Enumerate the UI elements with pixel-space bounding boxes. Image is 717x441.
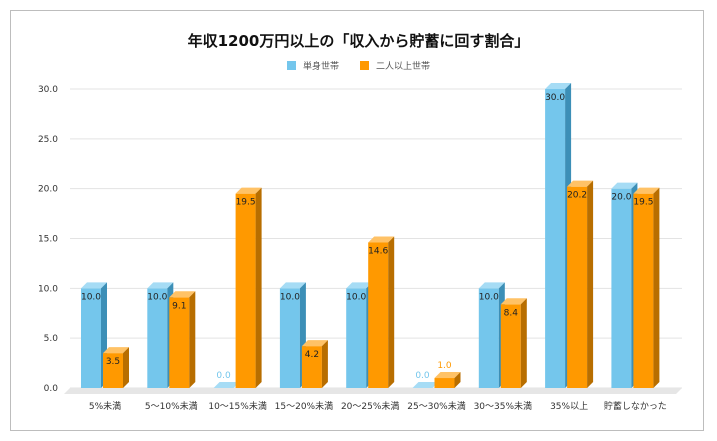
data-label: 10.0	[147, 292, 167, 302]
bar	[301, 346, 322, 388]
y-tick-label: 5.0	[44, 334, 59, 344]
chart-frame	[10, 10, 704, 431]
y-tick-label: 10.0	[38, 284, 58, 294]
bar	[633, 193, 654, 388]
bar-top	[81, 282, 107, 289]
data-label: 10.0	[81, 292, 101, 302]
chart-title: 年収1200万円以上の「収入から貯蓄に回す割合」	[187, 32, 530, 50]
data-label: 10.0	[479, 292, 499, 302]
bar	[235, 193, 256, 388]
data-label: 20.2	[567, 191, 587, 201]
x-tick-label: 15〜20%未満	[275, 400, 333, 412]
data-label: 3.5	[106, 357, 120, 367]
bar	[346, 288, 367, 388]
legend-swatch	[287, 61, 297, 70]
bar-side	[388, 236, 395, 388]
data-label: 4.2	[305, 350, 319, 360]
bar-top	[412, 382, 439, 388]
bar-side	[189, 291, 196, 388]
data-label: 19.5	[633, 198, 653, 208]
bar	[81, 288, 101, 388]
data-label: 14.6	[368, 246, 388, 256]
bar	[500, 304, 521, 388]
y-tick-label: 25.0	[38, 135, 58, 145]
x-tick-label: 5%未満	[89, 400, 121, 412]
bar-side	[454, 372, 461, 388]
bar-top	[103, 347, 129, 354]
bar-top	[213, 382, 240, 388]
data-label: 0.0	[216, 371, 231, 381]
y-tick-label: 30.0	[38, 85, 58, 95]
bar-top	[478, 282, 505, 289]
x-tick-label: 20〜25%未満	[341, 400, 399, 412]
bar	[169, 297, 190, 388]
data-label: 0.0	[415, 371, 430, 381]
bar	[147, 288, 168, 388]
data-label: 19.5	[236, 198, 256, 208]
x-tick-label: 25〜30%未満	[407, 400, 465, 412]
bar-side	[255, 187, 262, 388]
legend-item-multi: 二人以上世帯	[359, 59, 430, 72]
data-label: 10.0	[280, 292, 300, 302]
bar-top	[434, 372, 461, 379]
legend-label: 単身世帯	[303, 62, 340, 72]
x-tick-label: 30〜35%未満	[474, 400, 532, 412]
bar-top	[567, 180, 594, 187]
bar	[545, 89, 566, 388]
legend: 単身世帯 二人以上世帯	[0, 59, 717, 73]
bar-top	[301, 340, 328, 347]
bar-side	[123, 347, 129, 388]
x-tick-label: 35%以上	[550, 401, 588, 412]
bar-top	[611, 182, 638, 189]
y-tick-label: 15.0	[38, 235, 58, 245]
x-tick-label: 貯蓄しなかった	[604, 400, 667, 412]
y-tick-label: 20.0	[38, 185, 58, 195]
bar	[478, 288, 499, 388]
bar-top	[279, 282, 306, 289]
bar	[611, 188, 632, 388]
data-label: 10.0	[346, 292, 366, 302]
x-tick-label: 5〜10%未満	[145, 400, 198, 412]
bar-side	[653, 187, 660, 388]
bar-top	[500, 298, 527, 305]
x-tick-label: 10〜15%未満	[208, 400, 266, 412]
bar-top	[235, 187, 262, 194]
bar-side	[321, 340, 328, 388]
data-label: 9.1	[172, 301, 186, 311]
bar-top	[545, 83, 572, 89]
legend-swatch	[359, 61, 369, 70]
bar-side	[520, 298, 527, 388]
bar	[368, 242, 389, 388]
bar-top	[346, 282, 373, 289]
floor	[64, 388, 682, 394]
bar-top	[169, 291, 196, 298]
bar-top	[147, 282, 174, 289]
bar-top	[368, 236, 395, 243]
data-label: 30.0	[545, 93, 565, 103]
y-tick-label: 0.0	[44, 384, 59, 394]
data-label: 8.4	[504, 308, 519, 318]
bar	[567, 186, 588, 388]
legend-label: 二人以上世帯	[375, 62, 430, 72]
bar-top	[633, 187, 660, 194]
bar	[279, 288, 300, 388]
legend-item-single: 単身世帯	[287, 59, 339, 72]
data-label: 20.0	[611, 193, 631, 203]
bar-side	[587, 180, 594, 388]
bar	[434, 378, 455, 388]
bar	[103, 353, 123, 388]
data-label: 1.0	[437, 361, 452, 371]
